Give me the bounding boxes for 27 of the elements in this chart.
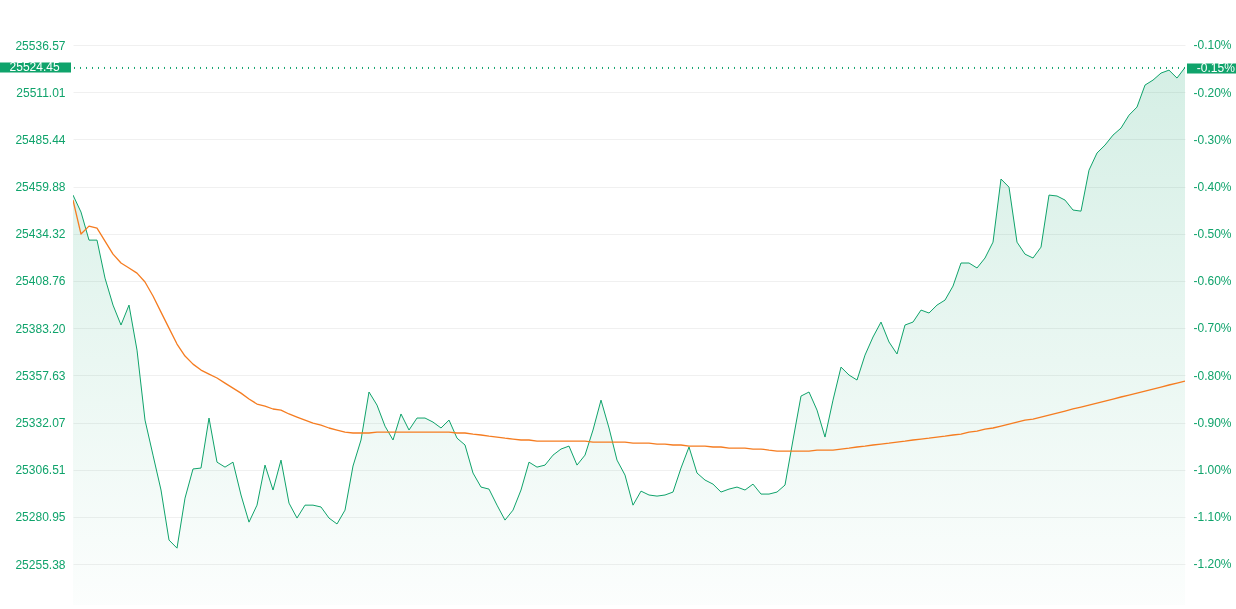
y2-tick-label: -0.60% bbox=[1193, 274, 1232, 289]
y-tick-label: 25408.76 bbox=[15, 274, 66, 289]
y-tick-label: 25383.20 bbox=[15, 321, 66, 336]
y-tick-label: 25485.44 bbox=[15, 132, 66, 147]
y-tick-label: 25255.38 bbox=[15, 557, 66, 572]
y2-tick-label: -0.20% bbox=[1193, 85, 1232, 100]
y-tick-label: 25536.57 bbox=[15, 38, 66, 53]
y2-tick-label: -0.30% bbox=[1193, 132, 1232, 147]
y2-tick-label: -0.10% bbox=[1193, 38, 1232, 53]
y-tick-label: 25357.63 bbox=[15, 368, 66, 383]
line-series bbox=[73, 199, 1185, 452]
y2-tick-label: -1.00% bbox=[1193, 463, 1232, 478]
y-tick-label: 25332.07 bbox=[15, 416, 66, 431]
y2-tick-label: -0.90% bbox=[1193, 415, 1232, 430]
ref-line-label: -0.15% bbox=[1196, 61, 1236, 76]
y-tick-label: 25459.88 bbox=[15, 180, 66, 195]
y-tick-label: 25306.51 bbox=[15, 463, 66, 478]
y-tick-label: 25280.95 bbox=[15, 510, 66, 525]
y2-tick-label: -0.40% bbox=[1193, 179, 1232, 194]
ref-line-label: 25524.45 bbox=[9, 60, 60, 75]
y2-tick-label: -0.80% bbox=[1193, 368, 1232, 383]
y-tick-label: 25511.01 bbox=[16, 85, 66, 100]
y2-tick-label: -1.20% bbox=[1193, 557, 1232, 572]
y2-tick-label: -0.70% bbox=[1193, 321, 1232, 336]
y2-tick-label: -0.50% bbox=[1193, 227, 1232, 242]
y2-tick-label: -1.10% bbox=[1193, 510, 1232, 525]
y-tick-label: 25434.32 bbox=[15, 227, 66, 242]
